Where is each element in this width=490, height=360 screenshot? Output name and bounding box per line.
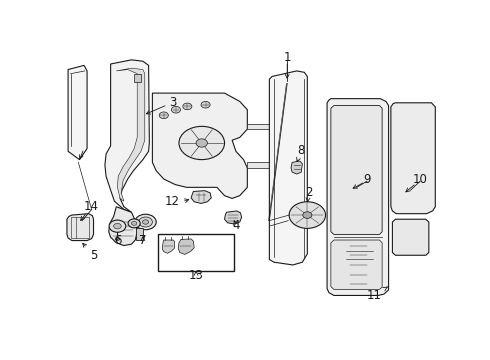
Circle shape (131, 221, 137, 225)
Polygon shape (105, 60, 149, 212)
Polygon shape (392, 219, 429, 255)
Circle shape (172, 107, 180, 113)
Circle shape (114, 223, 121, 229)
Circle shape (135, 214, 156, 230)
Polygon shape (67, 214, 94, 240)
Circle shape (289, 202, 325, 228)
Circle shape (159, 112, 169, 118)
Bar (134, 74, 141, 82)
Text: 7: 7 (139, 234, 147, 247)
Bar (158, 234, 234, 270)
Circle shape (201, 102, 210, 108)
Circle shape (128, 219, 140, 228)
Text: 13: 13 (189, 269, 203, 282)
Circle shape (196, 139, 207, 147)
Polygon shape (224, 211, 242, 224)
Polygon shape (162, 240, 174, 253)
Text: 11: 11 (367, 287, 387, 302)
Text: 14: 14 (84, 200, 99, 213)
Circle shape (143, 220, 148, 224)
Text: 5: 5 (83, 243, 97, 262)
Bar (71, 217, 89, 238)
Circle shape (109, 220, 126, 232)
Polygon shape (291, 161, 302, 174)
Bar (136, 228, 143, 240)
Polygon shape (68, 66, 87, 159)
Polygon shape (391, 103, 435, 214)
Polygon shape (247, 162, 272, 168)
Polygon shape (178, 239, 194, 255)
Polygon shape (270, 71, 307, 265)
Text: 10: 10 (413, 172, 428, 185)
Text: 12: 12 (165, 195, 180, 208)
Text: 9: 9 (363, 172, 371, 185)
Text: 4: 4 (232, 219, 240, 232)
Text: 2: 2 (305, 186, 313, 202)
Polygon shape (152, 93, 247, 198)
Polygon shape (247, 123, 274, 129)
Text: 3: 3 (170, 96, 177, 109)
Polygon shape (331, 240, 382, 289)
Text: 8: 8 (296, 144, 305, 162)
Circle shape (179, 126, 224, 159)
Circle shape (183, 103, 192, 110)
Text: 6: 6 (114, 234, 121, 247)
Polygon shape (109, 207, 137, 246)
Circle shape (303, 212, 312, 219)
Polygon shape (116, 68, 145, 201)
Circle shape (115, 237, 120, 240)
Polygon shape (327, 99, 389, 296)
Polygon shape (191, 191, 211, 203)
Polygon shape (331, 105, 382, 234)
Text: 1: 1 (283, 50, 291, 64)
Circle shape (139, 217, 152, 227)
